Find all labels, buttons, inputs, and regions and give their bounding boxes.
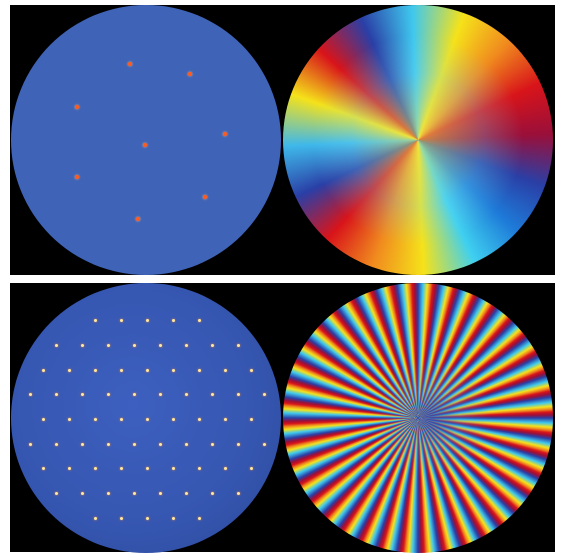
phase-overlay: [283, 5, 553, 275]
defect: [250, 418, 253, 421]
defect: [133, 442, 136, 446]
defect: [250, 467, 253, 471]
defect: [42, 418, 45, 421]
defect: [107, 442, 110, 446]
defect: [55, 492, 58, 496]
defect: [185, 393, 188, 397]
defect: [94, 319, 97, 323]
defect: [146, 319, 149, 323]
defect: [133, 343, 136, 347]
defect: [136, 217, 140, 221]
defect: [68, 418, 71, 421]
defect: [198, 368, 201, 372]
defect: [81, 442, 84, 446]
defect: [198, 516, 201, 520]
defect: [211, 492, 214, 496]
phase-disc: [283, 283, 553, 553]
defect: [75, 105, 79, 109]
defect: [81, 343, 84, 347]
defect: [263, 393, 266, 397]
defect: [75, 175, 79, 179]
defect: [237, 442, 240, 446]
defect: [107, 393, 110, 397]
defect: [29, 442, 32, 446]
defect: [211, 393, 214, 397]
defect: [146, 368, 149, 372]
defect: [68, 467, 71, 471]
defect: [211, 442, 214, 446]
defect: [120, 418, 123, 421]
defect: [94, 368, 97, 372]
defect: [42, 467, 45, 471]
defect: [143, 143, 147, 147]
defect: [185, 343, 188, 347]
defect: [223, 132, 227, 136]
defect: [237, 393, 240, 397]
defect: [224, 418, 227, 421]
defect: [211, 343, 214, 347]
defect: [172, 516, 175, 520]
defect: [120, 368, 123, 372]
defect: [146, 418, 149, 421]
defect: [94, 418, 97, 421]
defect: [55, 393, 58, 397]
defect: [159, 442, 162, 446]
defect: [120, 319, 123, 323]
defect: [94, 467, 97, 471]
defect: [159, 343, 162, 347]
defect: [172, 368, 175, 372]
defect: [198, 467, 201, 471]
defect: [107, 492, 110, 496]
defect: [203, 195, 207, 199]
defect: [172, 467, 175, 471]
defect: [107, 343, 110, 347]
defect: [263, 442, 266, 446]
defect: [159, 393, 162, 397]
defect: [188, 72, 192, 76]
defect: [250, 368, 253, 372]
defect: [146, 516, 149, 520]
top-panel: [10, 5, 555, 275]
amplitude-disc: [11, 283, 281, 553]
defect: [55, 442, 58, 446]
defect: [120, 516, 123, 520]
defect: [172, 319, 175, 323]
defect: [29, 393, 32, 397]
defect: [128, 62, 132, 66]
defect: [198, 319, 201, 323]
defect: [185, 492, 188, 496]
defect: [133, 393, 136, 397]
defect: [133, 492, 136, 496]
defect: [81, 393, 84, 397]
defect: [172, 418, 175, 421]
bottom-panel: [10, 283, 555, 553]
defect: [68, 368, 71, 372]
defect: [198, 418, 201, 421]
defect: [185, 442, 188, 446]
defect: [42, 368, 45, 372]
defect: [146, 467, 149, 471]
defect: [224, 368, 227, 372]
defect: [224, 467, 227, 471]
defect: [94, 516, 97, 520]
defect: [237, 492, 240, 496]
defect: [81, 492, 84, 496]
defect: [120, 467, 123, 471]
defect: [55, 343, 58, 347]
defect: [237, 343, 240, 347]
phase-overlay: [283, 283, 553, 553]
phase-disc: [283, 5, 553, 275]
defect: [159, 492, 162, 496]
amplitude-disc: [11, 5, 281, 275]
